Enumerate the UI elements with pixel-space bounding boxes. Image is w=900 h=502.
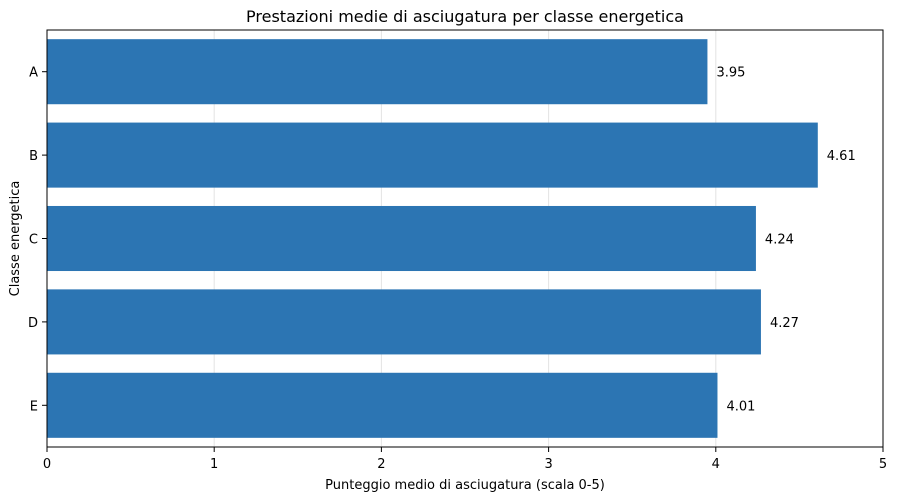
data-label-B: 4.61: [827, 149, 856, 164]
bar-B: [47, 122, 818, 188]
x-tick-label: 5: [879, 457, 887, 472]
x-axis-ticks: 0 1 2 3 4 5: [43, 447, 887, 472]
data-labels: 3.95 4.61 4.24 4.27 4.01: [716, 66, 855, 415]
chart-title: Prestazioni medie di asciugatura per cla…: [246, 7, 684, 26]
x-tick-label: 4: [712, 457, 720, 472]
x-axis-label: Punteggio medio di asciugatura (scala 0-…: [325, 478, 605, 493]
y-tick-label: A: [29, 66, 38, 81]
bar-D: [47, 289, 761, 355]
bar-A: [47, 39, 708, 105]
bars: [47, 39, 818, 438]
bar-E: [47, 372, 718, 438]
data-label-E: 4.01: [726, 399, 755, 414]
data-label-D: 4.27: [770, 316, 799, 331]
bar-C: [47, 205, 756, 272]
x-tick-label: 1: [210, 457, 218, 472]
x-tick-label: 0: [43, 457, 51, 472]
y-axis-label: Classe energetica: [8, 181, 23, 297]
data-label-A: 3.95: [716, 66, 745, 81]
y-axis-ticks: A B C D E: [28, 66, 47, 414]
y-tick-label: D: [28, 316, 38, 331]
y-tick-label: B: [29, 149, 38, 164]
data-label-C: 4.24: [765, 233, 794, 248]
x-tick-label: 3: [544, 457, 552, 472]
x-tick-label: 2: [377, 457, 385, 472]
y-tick-label: E: [30, 399, 38, 414]
y-tick-label: C: [29, 233, 38, 248]
